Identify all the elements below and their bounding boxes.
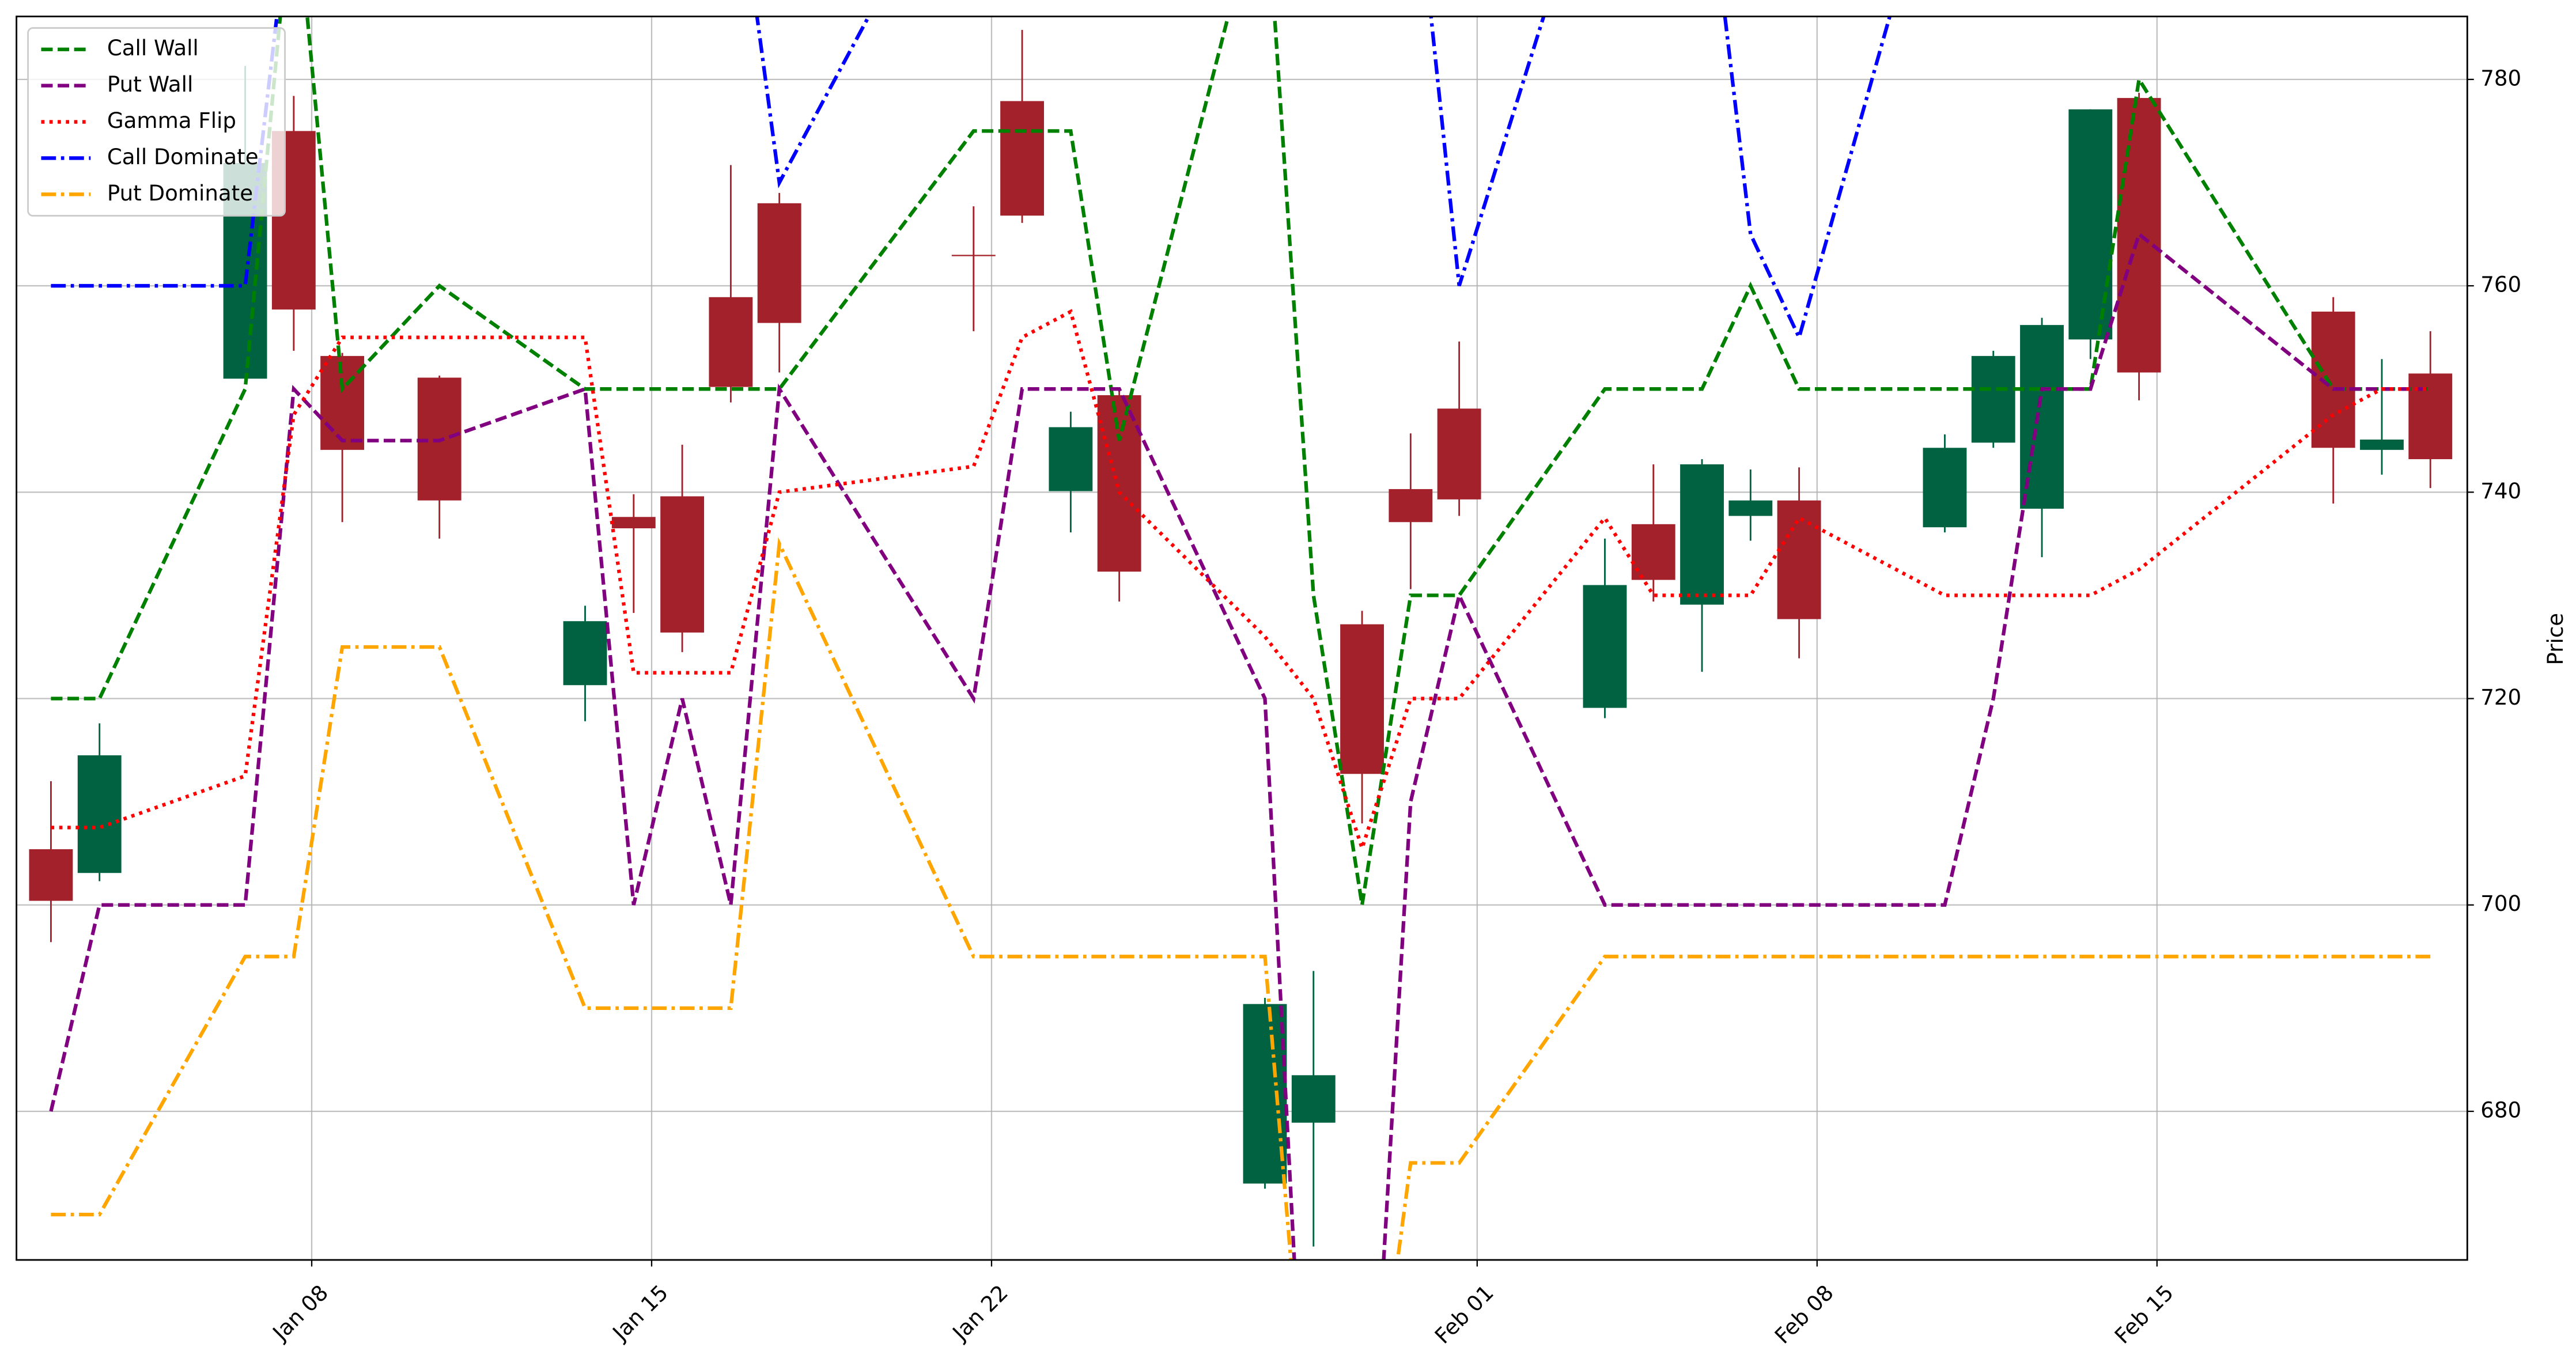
candle-body [1777, 500, 1821, 619]
y-tick-label: 780 [2480, 66, 2521, 90]
y-tick-label: 720 [2480, 685, 2521, 710]
plot-area [29, 16, 2453, 1260]
candle-body [1583, 585, 1627, 708]
candle-body [2360, 439, 2404, 450]
legend-label: Call Dominate [107, 145, 259, 169]
legend-box [27, 27, 286, 217]
candle-body [29, 849, 73, 901]
y-tick-label: 760 [2480, 273, 2521, 297]
candle-body [611, 517, 656, 528]
legend-label: Put Wall [107, 72, 193, 97]
legend-label: Call Wall [107, 36, 199, 60]
candle-body [1437, 408, 1481, 500]
candle-body [2117, 98, 2161, 373]
candle-body [1389, 489, 1433, 523]
candle-body [2311, 311, 2355, 448]
candle-body [2408, 373, 2453, 459]
legend: Call Wall Put Wall Gamma Flip Call Dominate… [27, 27, 286, 217]
candle-body [1971, 355, 2015, 443]
candle-body [1097, 395, 1141, 572]
candle-body [1243, 1004, 1287, 1184]
y-tick-label: 700 [2480, 891, 2521, 916]
candle-body [1000, 101, 1045, 216]
candle-body [757, 203, 801, 323]
axes-frame [16, 16, 2468, 1261]
candle-body [77, 755, 122, 873]
series-line [51, 537, 2431, 1260]
candle-body [1291, 1075, 1336, 1123]
candle-body [1340, 624, 1384, 774]
y-tick-label: 680 [2480, 1098, 2521, 1122]
legend-label: Put Dominate [107, 181, 253, 206]
candle-body [660, 496, 705, 633]
candle-body [1631, 524, 1675, 580]
candle-body [1923, 448, 1967, 528]
y-tick-label: 740 [2480, 479, 2521, 504]
candle-body [1049, 427, 1093, 491]
candle-body [1680, 464, 1724, 605]
candle-body [709, 297, 753, 387]
series-line [49, 231, 2431, 1260]
legend-label: Gamma Flip [107, 108, 236, 133]
candle-body [563, 621, 607, 686]
y-axis-label: Price [2543, 613, 2568, 665]
candle-body [2068, 109, 2113, 340]
candle-body [951, 255, 996, 256]
candle-body [1728, 500, 1773, 516]
